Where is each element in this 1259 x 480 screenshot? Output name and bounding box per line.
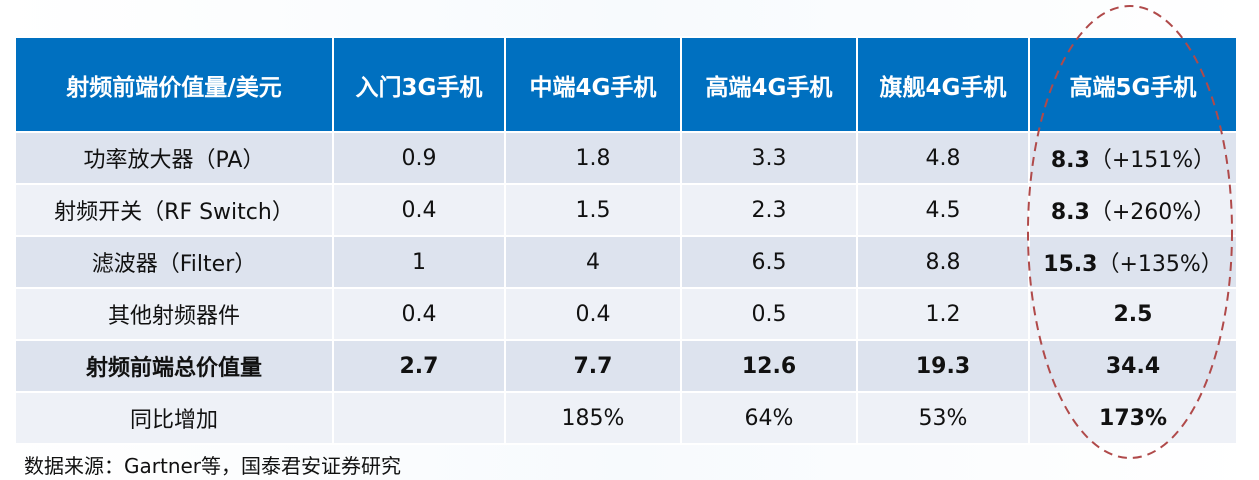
value-5g: 8.3: [1050, 200, 1090, 225]
table-row-pa: 功率放大器（PA） 0.9 1.8 3.3 4.8 8.3（+151%）: [14, 131, 1238, 185]
table-row-filter: 滤波器（Filter） 1 4 6.5 8.8 15.3（+135%）: [14, 235, 1238, 289]
growth-5g: （+151%）: [1089, 148, 1216, 173]
row-label: 功率放大器（PA）: [14, 131, 334, 185]
value-5g: 15.3: [1043, 252, 1098, 277]
table-cell: [332, 391, 506, 445]
value-5g: 173%: [1099, 405, 1167, 431]
header-cell-high-4g: 高端4G手机: [680, 36, 858, 133]
header-row: 射频前端价值量/美元 入门3G手机 中端4G手机 高端4G手机 旗舰4G手机 高…: [14, 36, 1238, 133]
table-cell: 1.5: [504, 183, 682, 237]
row-label: 其他射频器件: [14, 287, 334, 341]
table-cell: 1: [332, 235, 506, 289]
header-cell-mid-4g: 中端4G手机: [504, 36, 682, 133]
table-cell: 0.5: [680, 287, 858, 341]
table-cell: 2.7: [332, 339, 506, 393]
growth-5g: （+260%）: [1089, 200, 1216, 225]
row-label: 滤波器（Filter）: [14, 235, 334, 289]
growth-5g: （+135%）: [1097, 252, 1223, 277]
value-5g: 8.3: [1050, 148, 1090, 173]
table-cell: 1.2: [856, 287, 1030, 341]
table-cell: 64%: [680, 391, 858, 445]
table-cell: 1.8: [504, 131, 682, 185]
table-cell: 185%: [504, 391, 682, 445]
table-cell: 0.9: [332, 131, 506, 185]
table-cell: 0.4: [332, 287, 506, 341]
table-cell: 4.8: [856, 131, 1030, 185]
table-cell: 0.4: [332, 183, 506, 237]
table-cell: 4.5: [856, 183, 1030, 237]
table-cell: 6.5: [680, 235, 858, 289]
table-row-yoy: 同比增加 185% 64% 53% 173%: [14, 391, 1238, 445]
table-cell: 12.6: [680, 339, 858, 393]
table-cell-5g: 8.3（+151%）: [1028, 131, 1238, 185]
value-5g: 2.5: [1113, 301, 1153, 327]
table-cell-5g: 34.4: [1028, 339, 1238, 393]
table-row-total: 射频前端总价值量 2.7 7.7 12.6 19.3 34.4: [14, 339, 1238, 393]
table-cell: 7.7: [504, 339, 682, 393]
rf-value-table: 射频前端价值量/美元 入门3G手机 中端4G手机 高端4G手机 旗舰4G手机 高…: [14, 36, 1238, 445]
table-cell: 0.4: [504, 287, 682, 341]
table-cell: 8.8: [856, 235, 1030, 289]
table-row-rf-switch: 射频开关（RF Switch） 0.4 1.5 2.3 4.5 8.3（+260…: [14, 183, 1238, 237]
table-cell: 2.3: [680, 183, 858, 237]
row-label: 同比增加: [14, 391, 334, 445]
table-cell: 53%: [856, 391, 1030, 445]
table-cell: 19.3: [856, 339, 1030, 393]
table-cell: 4: [504, 235, 682, 289]
table-cell-5g: 8.3（+260%）: [1028, 183, 1238, 237]
table-cell-5g: 15.3（+135%）: [1028, 235, 1238, 289]
table-row-other: 其他射频器件 0.4 0.4 0.5 1.2 2.5: [14, 287, 1238, 341]
value-5g: 34.4: [1105, 353, 1161, 379]
header-cell-entry-3g: 入门3G手机: [332, 36, 506, 133]
header-cell-high-5g: 高端5G手机: [1028, 36, 1238, 133]
row-label: 射频开关（RF Switch）: [14, 183, 334, 237]
header-cell-category: 射频前端价值量/美元: [14, 36, 334, 133]
row-label: 射频前端总价值量: [14, 339, 334, 393]
source-note: 数据来源：Gartner等，国泰君安证券研究: [24, 454, 402, 478]
table-cell-5g: 173%: [1028, 391, 1238, 445]
table-cell: 3.3: [680, 131, 858, 185]
header-cell-flagship-4g: 旗舰4G手机: [856, 36, 1030, 133]
table-cell-5g: 2.5: [1028, 287, 1238, 341]
